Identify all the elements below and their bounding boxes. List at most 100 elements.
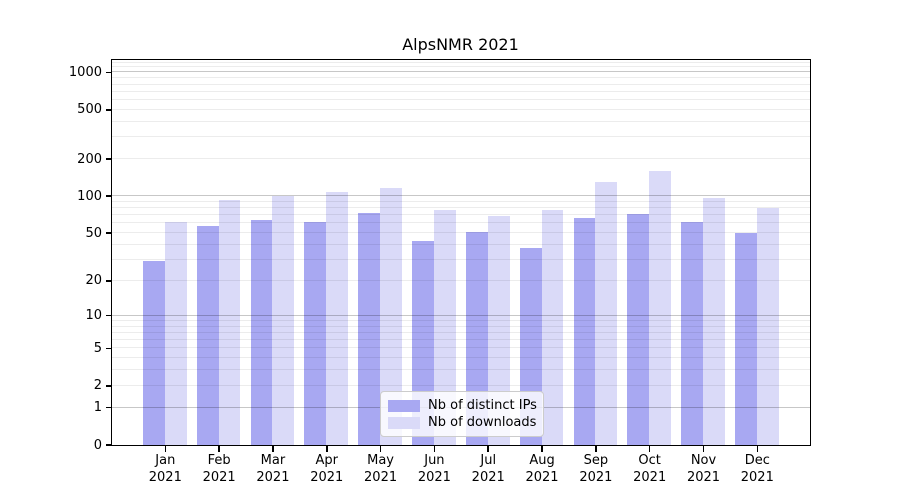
minor-gridline-400 bbox=[112, 120, 810, 122]
legend-swatch-downloads bbox=[388, 416, 420, 429]
x-tick-label-jan: Jan 2021 bbox=[148, 453, 182, 485]
x-tick-dec bbox=[756, 446, 759, 452]
bar-downloads-mar bbox=[272, 195, 295, 445]
bar-distinct-ips-jan bbox=[143, 261, 165, 445]
bar-distinct-ips-apr bbox=[304, 222, 327, 445]
y-tick-label-200: 200 bbox=[77, 151, 102, 167]
plot-area bbox=[111, 58, 811, 446]
bar-distinct-ips-sep bbox=[573, 217, 596, 445]
bar-downloads-aug bbox=[541, 209, 564, 445]
y-tick-label-500: 500 bbox=[77, 102, 102, 118]
x-tick-sep bbox=[595, 446, 597, 452]
minor-gridline-20 bbox=[112, 279, 810, 281]
legend-row-distinct-ips: Nb of distinct IPs bbox=[388, 398, 537, 413]
y-tick-20 bbox=[105, 280, 112, 282]
y-tick-label-5: 5 bbox=[93, 340, 102, 356]
x-tick-label-jul: Jul 2021 bbox=[471, 453, 505, 485]
x-tick-may bbox=[379, 446, 382, 452]
y-tick-100 bbox=[105, 195, 112, 197]
minor-gridline-7 bbox=[112, 331, 810, 333]
minor-gridline-90 bbox=[112, 200, 810, 202]
minor-gridline-500 bbox=[112, 108, 810, 110]
minor-gridline-4 bbox=[112, 357, 810, 359]
minor-gridline-50 bbox=[112, 232, 810, 234]
y-tick-10 bbox=[105, 314, 112, 317]
minor-gridline-300 bbox=[112, 136, 810, 138]
major-gridline-10 bbox=[112, 314, 810, 316]
x-tick-jul bbox=[487, 446, 489, 452]
minor-gridline-30 bbox=[112, 258, 810, 260]
y-tick-label-1: 1 bbox=[93, 400, 102, 416]
y-tick-label-100: 100 bbox=[77, 188, 102, 204]
y-tick-50 bbox=[105, 232, 112, 234]
minor-gridline-80 bbox=[112, 207, 810, 209]
bar-distinct-ips-oct bbox=[627, 213, 650, 445]
bar-downloads-feb bbox=[218, 200, 241, 445]
x-tick-label-mar: Mar 2021 bbox=[256, 453, 290, 485]
chart-title: AlpsNMR 2021 bbox=[402, 35, 519, 54]
major-gridline-100 bbox=[112, 195, 810, 197]
minor-gridline-3 bbox=[112, 369, 810, 371]
minor-gridline-2 bbox=[112, 384, 810, 386]
x-tick-label-apr: Apr 2021 bbox=[310, 453, 344, 485]
legend-swatch-distinct-ips bbox=[388, 399, 420, 412]
x-tick-aug bbox=[541, 446, 543, 452]
x-tick-label-aug: Aug 2021 bbox=[525, 453, 559, 485]
y-tick-2 bbox=[105, 385, 112, 387]
minor-gridline-800 bbox=[112, 83, 810, 85]
y-tick-label-2: 2 bbox=[93, 378, 102, 394]
minor-gridline-8 bbox=[112, 325, 810, 327]
bar-downloads-sep bbox=[595, 181, 618, 445]
minor-gridline-40 bbox=[112, 243, 810, 245]
y-tick-label-10: 10 bbox=[85, 308, 102, 324]
bar-downloads-jun bbox=[433, 210, 456, 445]
bar-distinct-ips-feb bbox=[196, 225, 219, 445]
bar-distinct-ips-mar bbox=[250, 220, 273, 445]
minor-gridline-900 bbox=[112, 77, 810, 79]
minor-gridline-60 bbox=[112, 222, 810, 224]
y-tick-5 bbox=[105, 347, 112, 350]
x-tick-nov bbox=[702, 446, 705, 452]
bar-downloads-may bbox=[380, 188, 402, 445]
x-tick-label-may: May 2021 bbox=[364, 453, 398, 485]
x-tick-label-sep: Sep 2021 bbox=[579, 453, 613, 485]
minor-gridline-700 bbox=[112, 90, 810, 92]
x-tick-jan bbox=[164, 446, 167, 452]
x-tick-label-dec: Dec 2021 bbox=[740, 453, 774, 485]
bar-downloads-apr bbox=[326, 192, 349, 445]
y-tick-label-1000: 1000 bbox=[68, 65, 102, 81]
minor-gridline-200 bbox=[112, 158, 810, 160]
y-tick-label-0: 0 bbox=[93, 437, 102, 453]
y-tick-200 bbox=[105, 158, 112, 160]
minor-gridline-1100 bbox=[112, 66, 810, 68]
x-tick-label-nov: Nov 2021 bbox=[686, 453, 721, 485]
x-tick-apr bbox=[326, 446, 328, 452]
minor-gridline-70 bbox=[112, 214, 810, 216]
bar-downloads-jul bbox=[487, 215, 510, 445]
bar-distinct-ips-may bbox=[358, 213, 381, 445]
bar-distinct-ips-nov bbox=[681, 222, 703, 445]
x-tick-feb bbox=[218, 446, 220, 452]
legend: Nb of distinct IPs Nb of downloads bbox=[380, 391, 544, 437]
bar-downloads-oct bbox=[649, 170, 671, 445]
legend-row-downloads: Nb of downloads bbox=[388, 415, 536, 430]
bar-downloads-nov bbox=[703, 197, 725, 445]
x-tick-jun bbox=[433, 446, 436, 452]
y-tick-1 bbox=[105, 406, 112, 409]
minor-gridline-9 bbox=[112, 319, 810, 321]
x-tick-label-jun: Jun 2021 bbox=[417, 453, 451, 485]
x-tick-label-oct: Oct 2021 bbox=[633, 453, 667, 485]
y-tick-label-20: 20 bbox=[85, 273, 102, 289]
minor-gridline-600 bbox=[112, 99, 810, 101]
x-tick-oct bbox=[648, 446, 651, 452]
x-tick-label-feb: Feb 2021 bbox=[202, 453, 236, 485]
plot-inner bbox=[112, 60, 810, 445]
bar-downloads-dec bbox=[756, 207, 779, 445]
y-tick-1000 bbox=[105, 71, 112, 74]
major-gridline-1000 bbox=[112, 71, 810, 73]
bar-distinct-ips-dec bbox=[735, 232, 757, 445]
x-tick-mar bbox=[272, 446, 274, 452]
legend-label-distinct-ips: Nb of distinct IPs bbox=[428, 398, 537, 413]
y-tick-label-50: 50 bbox=[85, 225, 102, 241]
